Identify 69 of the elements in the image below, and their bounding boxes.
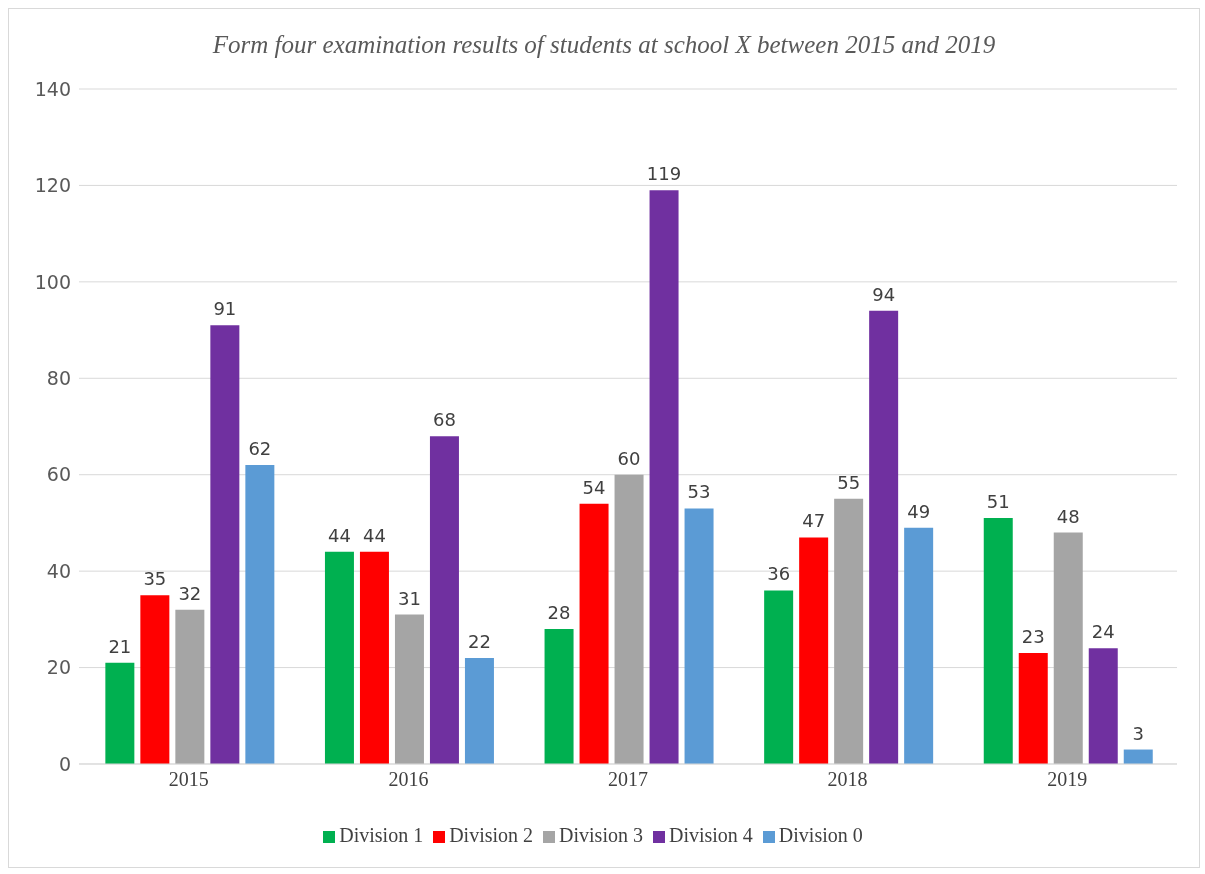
data-label: 55 — [837, 471, 861, 493]
data-label: 22 — [468, 630, 491, 652]
data-label: 21 — [108, 635, 132, 657]
data-label: 49 — [907, 500, 931, 522]
data-label: 28 — [547, 602, 571, 623]
data-label: 47 — [802, 510, 826, 532]
bar — [614, 474, 644, 764]
bar — [684, 508, 714, 764]
data-label: 54 — [582, 476, 606, 498]
data-label: 68 — [433, 409, 456, 431]
bar — [429, 436, 459, 764]
data-label: 35 — [143, 568, 167, 590]
bar — [175, 609, 205, 764]
legend-label: Division 1 — [339, 824, 424, 846]
y-tick-label: 20 — [46, 656, 71, 679]
x-tick-label: 2017 — [608, 768, 648, 791]
data-label: 53 — [687, 481, 711, 503]
x-tick-label: 2015 — [168, 768, 209, 791]
bar — [210, 325, 240, 764]
data-label: 32 — [178, 582, 202, 604]
bar — [1018, 653, 1048, 764]
data-label: 51 — [986, 491, 1010, 513]
y-tick-label: 0 — [58, 752, 71, 775]
legend-label: Division 0 — [778, 824, 863, 846]
bar — [764, 590, 794, 764]
data-label: 94 — [872, 283, 896, 305]
data-label: 3 — [1132, 722, 1144, 744]
legend-label: Division 2 — [449, 824, 534, 846]
bar — [579, 503, 609, 764]
legend-label: Division 3 — [559, 824, 643, 846]
y-tick-label: 80 — [46, 367, 71, 390]
data-label: 62 — [248, 438, 272, 460]
y-tick-label: 60 — [46, 463, 71, 486]
bar — [1123, 749, 1153, 764]
bar — [799, 537, 829, 764]
bar — [649, 190, 679, 764]
bar — [324, 551, 354, 764]
bar — [140, 595, 170, 764]
legend-label: Division 4 — [668, 824, 753, 846]
data-label: 60 — [617, 447, 641, 469]
bar — [359, 551, 389, 764]
bar — [983, 518, 1013, 764]
data-label: 48 — [1056, 505, 1080, 527]
x-tick-label: 2018 — [827, 768, 868, 791]
bar — [834, 498, 864, 764]
x-tick-label: 2019 — [1047, 768, 1088, 791]
y-tick-label: 120 — [34, 174, 71, 197]
data-label: 119 — [646, 163, 682, 185]
y-tick-label: 40 — [46, 559, 71, 582]
bar — [1053, 532, 1083, 764]
bar — [245, 465, 275, 764]
data-label: 23 — [1021, 626, 1045, 648]
chart-title: Form four examination results of students at school X between 2015 and 2019 — [211, 31, 997, 59]
data-label: 36 — [767, 563, 791, 585]
y-tick-label: 140 — [34, 77, 71, 100]
data-label: 24 — [1091, 621, 1115, 643]
x-tick-label: 2016 — [388, 768, 429, 791]
bar — [1088, 648, 1118, 764]
bar — [904, 527, 934, 764]
data-label: 31 — [398, 587, 421, 609]
bar — [464, 657, 494, 764]
data-label: 91 — [213, 298, 237, 320]
bar — [105, 662, 135, 764]
data-label: 44 — [328, 524, 351, 546]
bar — [869, 310, 899, 764]
bar — [544, 629, 574, 764]
y-tick-label: 100 — [34, 270, 71, 293]
bar — [394, 614, 424, 764]
data-label: 44 — [363, 524, 386, 546]
